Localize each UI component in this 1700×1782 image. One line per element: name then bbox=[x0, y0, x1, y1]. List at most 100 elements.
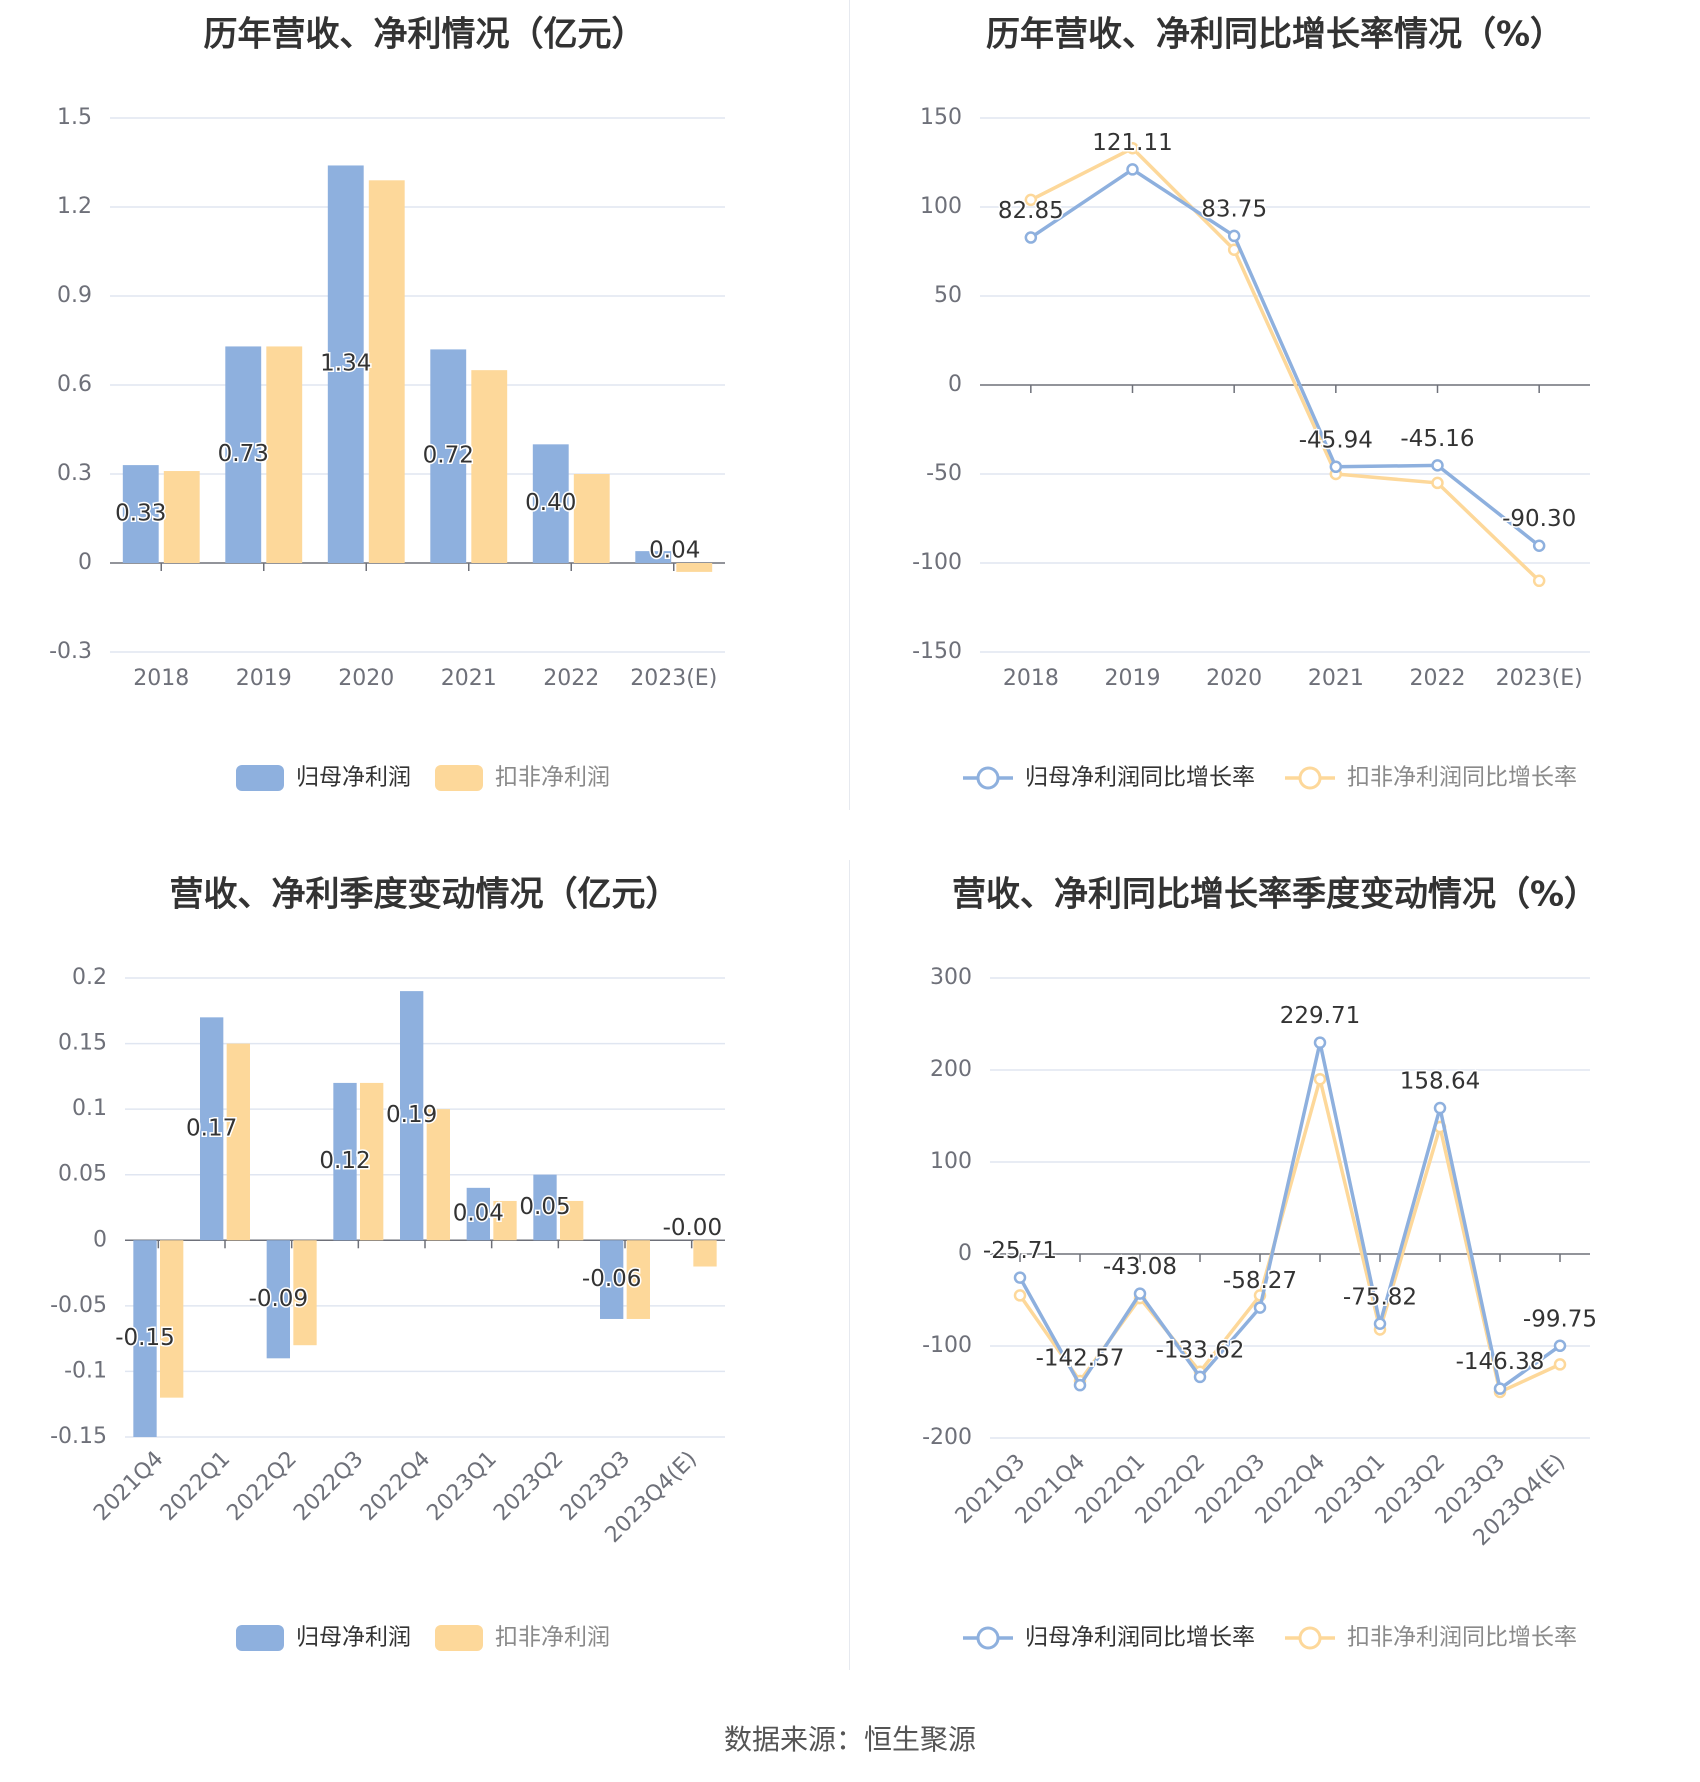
y-tick-label: 0 bbox=[78, 550, 92, 575]
data-label: 158.64 bbox=[1400, 1069, 1480, 1095]
bar-koufei-net-profit bbox=[676, 563, 713, 572]
point-koufei-growth bbox=[1553, 1358, 1567, 1371]
legend-label: 扣非净利润同比增长率 bbox=[1347, 765, 1577, 791]
point-guimu-growth bbox=[1193, 1370, 1207, 1384]
y-tick-label: -0.3 bbox=[49, 639, 92, 664]
bar-guimu-net-profit bbox=[266, 1240, 290, 1359]
bar-koufei-net-profit bbox=[226, 1043, 250, 1241]
data-label: 1.34 bbox=[320, 351, 371, 377]
point-guimu-growth bbox=[1013, 1271, 1027, 1284]
data-label: -0.00 bbox=[663, 1215, 723, 1241]
x-tick-label: 2020 bbox=[1206, 666, 1262, 691]
x-tick-label: 2022 bbox=[543, 666, 599, 691]
bar-koufei-net-profit bbox=[293, 1240, 317, 1346]
bar-guimu-net-profit bbox=[225, 346, 262, 563]
data-label: 0.04 bbox=[453, 1201, 504, 1227]
data-label: -45.94 bbox=[1299, 427, 1373, 453]
y-tick-label: 0 bbox=[93, 1227, 107, 1252]
y-tick-label: 150 bbox=[920, 105, 962, 130]
bar-koufei-net-profit bbox=[471, 370, 508, 563]
legend-marker-guimu bbox=[976, 766, 1000, 790]
legend-label: 归母净利润 bbox=[296, 765, 411, 791]
x-tick-label: 2022 bbox=[1410, 666, 1466, 691]
bar-koufei-net-profit bbox=[493, 1200, 517, 1241]
quarterly-profit-chart: 营收、净利季度变动情况（亿元） -0.15 -0.1 -0.05 0 0.05 0.1 0.1… bbox=[0, 860, 849, 1700]
point-guimu-growth bbox=[1133, 1287, 1147, 1300]
y-tick-label: 0.6 bbox=[57, 372, 92, 397]
x-tick-label: 2022Q3 bbox=[289, 1447, 368, 1526]
y-tick-label: 100 bbox=[930, 1149, 972, 1174]
legend-label: 归母净利润同比增长率 bbox=[1025, 1625, 1255, 1651]
legend-label: 归母净利润 bbox=[296, 1625, 411, 1651]
y-tick-label: 0.15 bbox=[58, 1031, 107, 1056]
legend-swatch-koufei bbox=[435, 765, 483, 791]
bar-guimu-net-profit bbox=[327, 165, 364, 563]
data-label: -0.15 bbox=[115, 1325, 175, 1351]
chart-title: 历年营收、净利情况（亿元） bbox=[204, 15, 646, 55]
data-label: 0.17 bbox=[186, 1115, 237, 1141]
point-guimu-growth bbox=[1431, 459, 1444, 472]
x-tick-label: 2018 bbox=[1003, 666, 1059, 691]
y-tick-label: -0.05 bbox=[50, 1293, 107, 1318]
bar-guimu-net-profit bbox=[635, 551, 672, 563]
bar-koufei-net-profit bbox=[573, 474, 610, 563]
bar-guimu-net-profit bbox=[600, 1240, 624, 1319]
x-tick-label: 2022Q1 bbox=[156, 1447, 235, 1526]
data-label: 0.12 bbox=[319, 1148, 370, 1174]
bar-koufei-net-profit bbox=[626, 1240, 650, 1319]
data-label: 0.05 bbox=[519, 1194, 570, 1220]
data-label: 0.40 bbox=[525, 490, 576, 516]
bar-guimu-net-profit bbox=[400, 991, 424, 1241]
point-guimu-growth bbox=[1024, 231, 1038, 244]
data-label: 82.85 bbox=[998, 198, 1064, 224]
annual-profit-chart: 历年营收、净利情况（亿元） -0.3 0 0.3 0.6 0.9 1.2 1.5 2018 201… bbox=[0, 0, 849, 840]
x-tick-label: 2022Q4 bbox=[356, 1447, 435, 1526]
bar-guimu-net-profit bbox=[200, 1017, 224, 1241]
data-label: -146.38 bbox=[1456, 1349, 1545, 1375]
bar-guimu-net-profit bbox=[532, 444, 569, 563]
y-tick-label: 200 bbox=[930, 1057, 972, 1082]
x-tick-label: 2022Q2 bbox=[222, 1447, 301, 1526]
y-tick-label: 50 bbox=[934, 283, 962, 308]
y-tick-label: -0.15 bbox=[50, 1424, 107, 1449]
x-tick-label: 2021 bbox=[1308, 666, 1364, 691]
x-tick-label: 2020 bbox=[338, 666, 394, 691]
data-label: -25.71 bbox=[983, 1238, 1057, 1264]
y-tick-label: 0 bbox=[948, 372, 962, 397]
x-tick-label: 2021 bbox=[441, 666, 497, 691]
y-tick-label: 0.2 bbox=[72, 965, 107, 990]
y-tick-label: 1.2 bbox=[57, 194, 92, 219]
y-tick-label: -200 bbox=[922, 1425, 972, 1450]
bar-koufei-net-profit bbox=[163, 471, 200, 563]
chart-title: 营收、净利同比增长率季度变动情况（%） bbox=[952, 875, 1598, 915]
line-guimu-growth bbox=[1029, 167, 1541, 548]
bar-koufei-net-profit bbox=[426, 1109, 450, 1241]
point-guimu-growth bbox=[1433, 1101, 1447, 1115]
x-tick-label: 2023Q1 bbox=[422, 1447, 501, 1526]
data-label: -0.09 bbox=[249, 1286, 309, 1312]
data-label: -99.75 bbox=[1523, 1306, 1597, 1332]
legend-marker-koufei bbox=[1298, 766, 1322, 790]
x-tick-label: 2019 bbox=[236, 666, 292, 691]
y-tick-label: -50 bbox=[926, 461, 962, 486]
point-guimu-growth bbox=[1493, 1382, 1507, 1395]
data-label: -75.82 bbox=[1343, 1284, 1417, 1310]
point-koufei-growth bbox=[1532, 574, 1546, 588]
bar-koufei-net-profit bbox=[693, 1240, 717, 1267]
point-guimu-growth bbox=[1313, 1036, 1327, 1049]
point-koufei-growth bbox=[1313, 1072, 1327, 1086]
legend-marker-koufei bbox=[1298, 1626, 1322, 1650]
y-tick-label: -100 bbox=[922, 1333, 972, 1358]
bar-koufei-net-profit bbox=[560, 1200, 584, 1241]
data-label: 83.75 bbox=[1201, 196, 1267, 222]
point-guimu-growth bbox=[1253, 1301, 1267, 1314]
bar-guimu-net-profit bbox=[333, 1082, 357, 1241]
legend-swatch-guimu bbox=[236, 765, 284, 791]
point-koufei-growth bbox=[1431, 476, 1444, 490]
y-tick-label: 0.3 bbox=[57, 461, 92, 486]
y-tick-label: -0.1 bbox=[64, 1358, 107, 1383]
line-guimu-growth bbox=[1018, 1042, 1562, 1392]
x-tick-label: 2023Q2 bbox=[489, 1447, 568, 1526]
line-koufei-growth bbox=[1030, 146, 1541, 583]
bar-guimu-net-profit bbox=[133, 1240, 157, 1437]
